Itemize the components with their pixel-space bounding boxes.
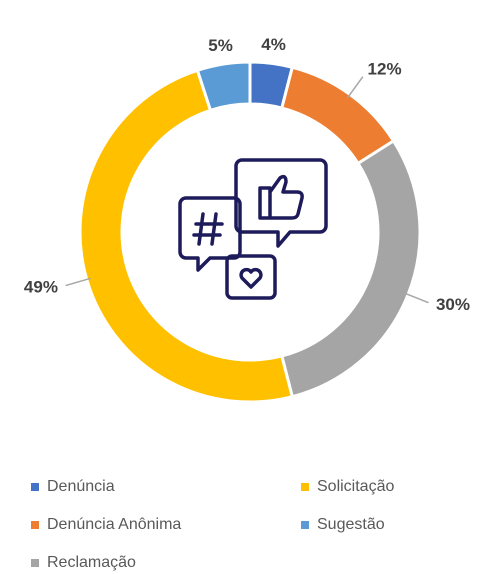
legend-swatch [301, 483, 309, 491]
legend-label: Denúncia Anônima [47, 516, 181, 533]
data-label: 49% [24, 277, 58, 296]
legend-swatch [31, 483, 39, 491]
data-label: 4% [261, 35, 286, 54]
donut-slice [280, 138, 422, 399]
leader-line [65, 277, 91, 287]
donut-slice [280, 65, 396, 166]
legend-swatch [31, 559, 39, 567]
data-label: 5% [208, 36, 233, 55]
donut-slice [195, 60, 252, 113]
legend-label: Denúncia [47, 478, 115, 495]
data-label: 12% [368, 60, 402, 79]
donut-slice [78, 68, 295, 404]
legend-label: Solicitação [317, 478, 394, 495]
leader-line [346, 76, 364, 99]
data-label: 30% [436, 295, 470, 314]
leader-line [404, 292, 429, 304]
legend-label: Sugestão [317, 516, 385, 533]
legend-label: Reclamação [47, 554, 136, 571]
legend-swatch [301, 521, 309, 529]
legend-swatch [31, 521, 39, 529]
center-icon [178, 158, 328, 300]
